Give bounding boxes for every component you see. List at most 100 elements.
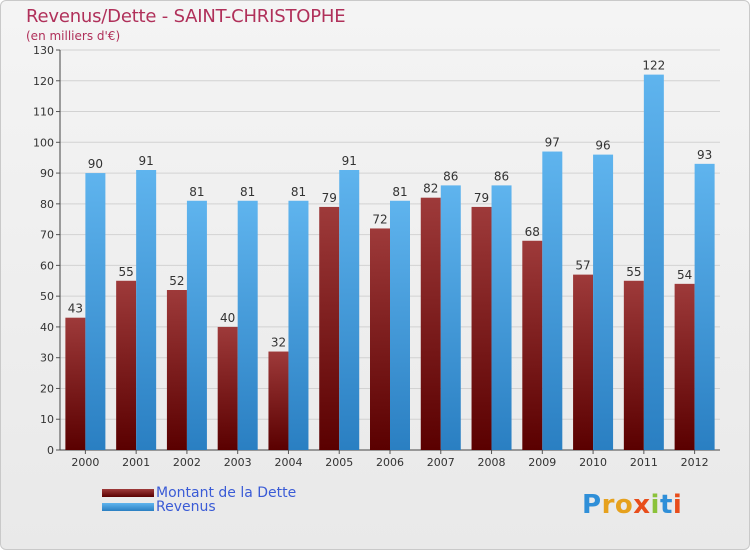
data-label-revenus: 97 (545, 136, 560, 150)
y-tick-label: 30 (40, 352, 54, 365)
data-label-dette: 52 (169, 274, 184, 288)
logo-letter: x (633, 490, 651, 520)
x-tick-label: 2011 (630, 456, 658, 469)
data-label-dette: 72 (372, 212, 387, 226)
x-tick-label: 2001 (122, 456, 150, 469)
data-label-revenus: 81 (240, 185, 255, 199)
bar-revenus (85, 173, 106, 451)
axis-layer: 0 10 20 30 40 50 60 70 80 90 100 110 120 130 2000 2001 2… (33, 44, 720, 469)
y-tick-label: 40 (40, 321, 54, 334)
data-label-revenus: 91 (342, 154, 357, 168)
bar-revenus (136, 170, 157, 450)
data-label-dette: 82 (423, 182, 438, 196)
data-label-revenus: 86 (494, 169, 509, 183)
data-label-dette: 40 (220, 311, 235, 325)
bar-revenus (237, 200, 258, 450)
y-tick-label: 110 (33, 106, 54, 119)
data-label-dette: 55 (626, 265, 641, 279)
logo-letter: i (650, 490, 660, 520)
y-tick-label: 80 (40, 198, 54, 211)
bar-dette (674, 283, 695, 450)
data-label-dette: 32 (271, 336, 286, 350)
logo-letter: P (582, 490, 602, 520)
x-tick-label: 2010 (579, 456, 607, 469)
data-label-dette: 57 (575, 259, 590, 273)
legend-swatch-revenus (102, 503, 154, 511)
data-label-revenus: 81 (392, 185, 407, 199)
data-label-dette: 43 (68, 302, 83, 316)
y-tick-label: 130 (33, 44, 54, 57)
legend-label-revenus: Revenus (156, 499, 216, 515)
bar-dette (370, 228, 390, 450)
chart-subtitle: (en milliers d'€) (26, 29, 121, 43)
bar-dette (623, 280, 644, 450)
bar-dette (573, 274, 594, 450)
bar-revenus (186, 200, 207, 450)
x-tick-label: 2008 (478, 456, 506, 469)
data-label-revenus: 81 (189, 185, 204, 199)
y-tick-label: 0 (47, 444, 54, 457)
x-tick-label: 2003 (224, 456, 252, 469)
bar-layer (65, 74, 715, 451)
data-label-dette: 79 (322, 191, 337, 205)
legend-label-dette: Montant de la Dette (156, 485, 297, 501)
bar-dette (522, 240, 543, 450)
y-tick-label: 70 (40, 229, 54, 242)
x-tick-label: 2007 (427, 456, 455, 469)
proxiti-logo: Proxiti (582, 490, 682, 520)
x-tick-label: 2012 (681, 456, 709, 469)
bar-dette (217, 326, 238, 450)
y-tick-label: 60 (40, 259, 54, 272)
legend-item-revenus: Revenus (102, 499, 296, 515)
bar-dette (116, 280, 137, 450)
y-tick-label: 50 (40, 290, 54, 303)
bar-revenus (288, 200, 309, 450)
data-label-revenus: 93 (697, 148, 712, 162)
bar-revenus (390, 200, 410, 450)
bar-revenus (542, 151, 563, 451)
data-label-revenus: 96 (595, 139, 610, 153)
data-label-dette: 55 (119, 265, 134, 279)
x-tick-label: 2005 (325, 456, 353, 469)
x-tick-label: 2009 (528, 456, 556, 469)
bar-dette (319, 206, 340, 450)
bar-revenus (694, 163, 715, 450)
bar-revenus (593, 154, 614, 450)
bar-dette (166, 290, 187, 450)
bar-dette (420, 197, 441, 450)
data-label-revenus: 81 (291, 185, 306, 199)
legend-swatch-dette (102, 489, 154, 497)
x-tick-label: 2002 (173, 456, 201, 469)
data-label-revenus: 122 (642, 59, 665, 73)
data-label-revenus: 90 (88, 157, 103, 171)
logo-letter: t (659, 490, 673, 520)
bar-dette (65, 317, 86, 450)
logo-letter: o (614, 490, 634, 520)
data-label-dette: 54 (677, 268, 692, 282)
bar-dette (268, 351, 289, 450)
label-layer: 43 90 55 91 52 81 40 81 32 81 79 91 72 81 82 86 79 86 68 97… (68, 59, 713, 350)
y-tick-label: 10 (40, 413, 54, 426)
bar-revenus (440, 185, 461, 450)
chart-title: Revenus/Dette - SAINT-CHRISTOPHE (26, 6, 346, 27)
y-tick-label: 100 (33, 136, 54, 149)
y-tick-label: 20 (40, 382, 54, 395)
data-label-revenus: 91 (139, 154, 154, 168)
logo-letter: i (672, 490, 683, 520)
x-tick-label: 2004 (274, 456, 302, 469)
x-tick-label: 2000 (71, 456, 99, 469)
bar-revenus (643, 74, 664, 450)
y-tick-label: 90 (40, 167, 54, 180)
data-label-dette: 79 (474, 191, 489, 205)
data-label-dette: 68 (525, 225, 540, 239)
x-tick-label: 2006 (376, 456, 404, 469)
y-tick-label: 120 (33, 75, 54, 88)
logo-letter: r (601, 490, 615, 520)
bar-dette (471, 206, 492, 450)
bar-revenus (339, 170, 360, 450)
legend: Montant de la Dette Revenus (102, 485, 297, 515)
data-label-revenus: 86 (443, 169, 458, 183)
legend-item-dette: Montant de la Dette (102, 485, 297, 501)
bar-revenus (491, 185, 512, 450)
